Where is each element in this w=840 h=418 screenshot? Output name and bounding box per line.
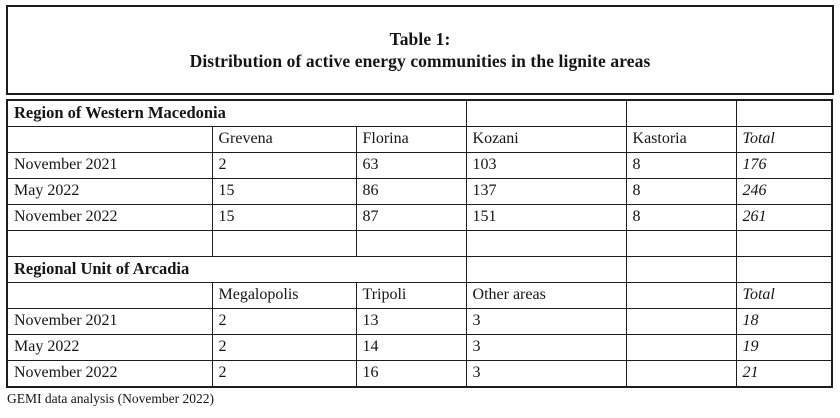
cell <box>625 308 737 335</box>
cell: 2 <box>211 308 357 335</box>
cell <box>625 334 737 361</box>
spacer-row <box>6 230 833 257</box>
empty-cell <box>735 99 833 127</box>
table-row: November 2021 2 13 3 18 <box>6 308 833 335</box>
cell: 2 <box>211 334 357 361</box>
cell: 3 <box>465 334 627 361</box>
empty-cell <box>6 230 213 257</box>
table-caption-box: Table 1: Distribution of active energy c… <box>6 5 834 95</box>
empty-cell <box>625 256 737 283</box>
cell: 8 <box>625 178 737 205</box>
cell: 15 <box>211 204 357 231</box>
table-row: November 2022 2 16 3 21 <box>6 360 833 388</box>
cell: 151 <box>465 204 627 231</box>
empty-cell <box>211 230 357 257</box>
cell: 86 <box>355 178 467 205</box>
page: Table 1: Distribution of active energy c… <box>6 5 834 406</box>
total-cell: 19 <box>735 334 833 361</box>
total-cell: 246 <box>735 178 833 205</box>
column-header <box>625 282 737 309</box>
column-header-total: Total <box>735 126 833 153</box>
empty-cell <box>735 230 833 257</box>
table-row: May 2022 2 14 3 19 <box>6 334 833 361</box>
total-cell: 176 <box>735 152 833 179</box>
cell: 63 <box>355 152 467 179</box>
row-label: November 2022 <box>6 204 213 231</box>
total-cell: 18 <box>735 308 833 335</box>
cell: 3 <box>465 360 627 388</box>
cell: 16 <box>355 360 467 388</box>
row-label: May 2022 <box>6 178 213 205</box>
source-note: GEMI data analysis (November 2022) <box>7 391 214 406</box>
table-row: May 2022 15 86 137 8 246 <box>6 178 833 205</box>
column-header: Kastoria <box>625 126 737 153</box>
column-header-row: Megalopolis Tripoli Other areas Total <box>6 282 833 309</box>
section-title: Regional Unit of Arcadia <box>6 256 467 283</box>
cell: 103 <box>465 152 627 179</box>
column-header-row: Grevena Florina Kozani Kastoria Total <box>6 126 833 153</box>
cell: 8 <box>625 204 737 231</box>
table-caption-number: Table 1: <box>389 28 451 49</box>
empty-cell <box>735 256 833 283</box>
column-header-total: Total <box>735 282 833 309</box>
cell <box>625 360 737 388</box>
column-header: Grevena <box>211 126 357 153</box>
cell: 87 <box>355 204 467 231</box>
cell: 137 <box>465 178 627 205</box>
empty-cell <box>6 126 213 153</box>
cell: 3 <box>465 308 627 335</box>
data-table: Region of Western Macedonia Grevena Flor… <box>6 99 834 388</box>
row-label: November 2022 <box>6 360 213 388</box>
section-title: Region of Western Macedonia <box>6 99 467 127</box>
section-header-row-arcadia: Regional Unit of Arcadia <box>6 256 833 283</box>
cell: 2 <box>211 360 357 388</box>
cell: 14 <box>355 334 467 361</box>
empty-cell <box>355 230 467 257</box>
empty-cell <box>465 256 627 283</box>
empty-cell <box>465 99 627 127</box>
column-header: Kozani <box>465 126 627 153</box>
section-header-row-western-macedonia: Region of Western Macedonia <box>6 99 833 127</box>
cell: 13 <box>355 308 467 335</box>
column-header: Other areas <box>465 282 627 309</box>
empty-cell <box>6 282 213 309</box>
total-cell: 21 <box>735 360 833 388</box>
column-header: Megalopolis <box>211 282 357 309</box>
empty-cell <box>625 230 737 257</box>
cell: 15 <box>211 178 357 205</box>
total-cell: 261 <box>735 204 833 231</box>
table-caption-title: Distribution of active energy communitie… <box>189 51 651 71</box>
column-header: Tripoli <box>355 282 467 309</box>
empty-cell <box>465 230 627 257</box>
cell: 2 <box>211 152 357 179</box>
cell: 8 <box>625 152 737 179</box>
table-row: November 2021 2 63 103 8 176 <box>6 152 833 179</box>
column-header: Florina <box>355 126 467 153</box>
row-label: November 2021 <box>6 308 213 335</box>
row-label: November 2021 <box>6 152 213 179</box>
row-label: May 2022 <box>6 334 213 361</box>
empty-cell <box>625 99 737 127</box>
table-row: November 2022 15 87 151 8 261 <box>6 204 833 231</box>
